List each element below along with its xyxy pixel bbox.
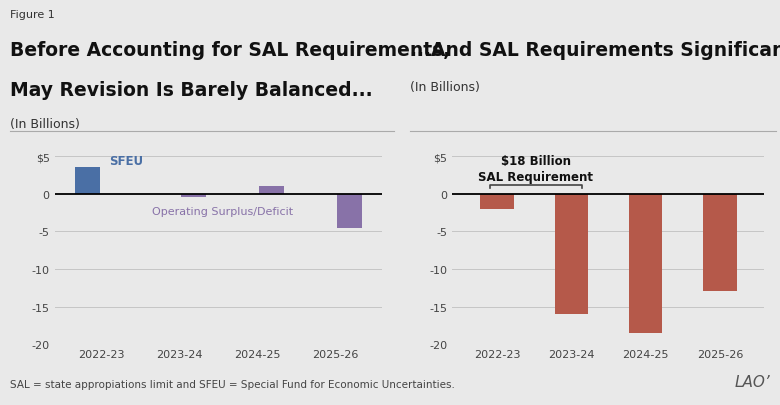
Text: SAL = state appropiations limit and SFEU = Special Fund for Economic Uncertainti: SAL = state appropiations limit and SFEU… bbox=[10, 379, 455, 389]
Text: Figure 1: Figure 1 bbox=[10, 10, 55, 20]
Bar bbox=[480, 194, 514, 209]
Text: May Revision Is Barely Balanced...: May Revision Is Barely Balanced... bbox=[10, 81, 373, 100]
Text: $18 Billion
SAL Requirement: $18 Billion SAL Requirement bbox=[478, 155, 594, 184]
Text: Before Accounting for SAL Requirements,: Before Accounting for SAL Requirements, bbox=[10, 40, 450, 60]
Bar bbox=[703, 194, 736, 292]
Bar bbox=[259, 187, 284, 194]
Bar bbox=[555, 194, 588, 314]
Bar bbox=[181, 194, 206, 198]
Text: (In Billions): (In Billions) bbox=[10, 117, 80, 130]
Text: LAO’: LAO’ bbox=[735, 374, 771, 389]
Bar bbox=[629, 194, 662, 333]
Text: SFEU: SFEU bbox=[109, 154, 144, 167]
Text: Operating Surplus/Deficit: Operating Surplus/Deficit bbox=[152, 206, 292, 216]
Bar bbox=[75, 168, 100, 194]
Bar bbox=[337, 194, 362, 228]
Text: ...And SAL Requirements Significant: ...And SAL Requirements Significant bbox=[410, 40, 780, 60]
Text: (In Billions): (In Billions) bbox=[410, 81, 480, 94]
